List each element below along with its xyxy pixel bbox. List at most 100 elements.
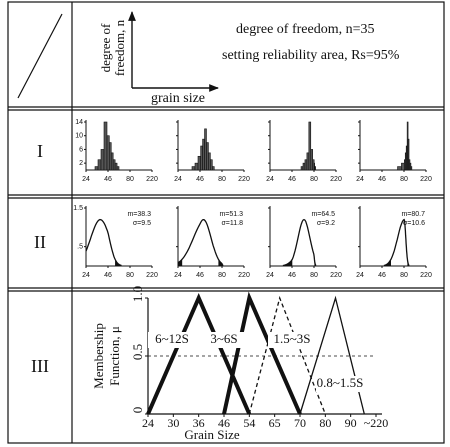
x-tick-label: 30 xyxy=(167,416,179,430)
x-tick-label: 24 xyxy=(356,272,364,279)
histogram-bar xyxy=(210,159,213,171)
distribution-curve xyxy=(383,218,410,267)
x-tick-label: 24 xyxy=(266,176,274,183)
tail-area xyxy=(383,259,392,266)
histogram-bar xyxy=(211,166,215,171)
histogram-bar xyxy=(308,121,312,171)
row-dividers xyxy=(8,106,444,292)
x-tick-label: 220 xyxy=(330,272,342,279)
axis xyxy=(85,120,152,171)
distribution-curve xyxy=(85,218,122,267)
y-tick-label: 6 xyxy=(79,146,83,153)
header-y-label: degree of xyxy=(98,23,113,72)
y-tick-label: 1.0 xyxy=(130,286,145,302)
histogram-bar xyxy=(103,121,108,171)
tail-area xyxy=(282,259,293,266)
series-label: 6~12S xyxy=(155,331,189,346)
x-tick-label: 46 xyxy=(288,176,296,183)
sd-label: σ=11.8 xyxy=(221,220,243,227)
histogram-bar xyxy=(100,149,105,171)
x-tick-label: 24 xyxy=(356,176,364,183)
x-tick-label: 80 xyxy=(310,272,318,279)
histogram-bar xyxy=(397,166,402,171)
sd-label: σ=9.5 xyxy=(133,220,151,227)
x-tick-label: 24 xyxy=(266,272,274,279)
table-border xyxy=(7,1,445,444)
mean-label: m=80.7 xyxy=(401,211,425,218)
sd-label: σ=10.6 xyxy=(403,220,425,227)
y-tick-label: 0.5 xyxy=(130,344,145,360)
membership-line xyxy=(248,295,326,415)
row-label: II xyxy=(34,232,46,252)
x-tick-label: 46 xyxy=(288,272,296,279)
y-tick-label: 2 xyxy=(79,160,83,167)
x-tick-label: 70 xyxy=(294,416,306,430)
x-tick-label: 220 xyxy=(146,176,158,183)
x-tick-label: 24 xyxy=(174,176,182,183)
histogram-bar xyxy=(97,159,102,171)
row-label: III xyxy=(31,356,49,376)
histogram-bar xyxy=(94,166,99,171)
histogram-bar xyxy=(116,166,120,171)
header-note: degree of freedom, n=35 xyxy=(236,22,375,37)
histogram-bar xyxy=(106,135,110,171)
label-bg xyxy=(200,332,248,348)
x-tick-label: 220 xyxy=(420,176,432,183)
x-tick-label: 80 xyxy=(319,416,331,430)
membership-line xyxy=(222,291,302,415)
x-tick-label: 80 xyxy=(218,272,226,279)
x-tick-label: 80 xyxy=(126,272,134,279)
y-tick-label: 0 xyxy=(130,407,145,414)
mean-label: m=51.3 xyxy=(219,211,243,218)
row-label: I xyxy=(37,141,43,161)
x-tick-label: 54 xyxy=(243,416,255,430)
label-bg xyxy=(268,332,316,348)
series-label: 3~6S xyxy=(210,331,237,346)
x-tick-label: 80 xyxy=(126,176,134,183)
y-tick-label: .5 xyxy=(77,244,83,251)
histogram-bar xyxy=(407,138,410,171)
mean-label: m=38.3 xyxy=(127,211,151,218)
series-label: 0.8~1.5S xyxy=(317,375,364,390)
distribution-curve xyxy=(282,218,317,267)
histogram-bar xyxy=(191,166,196,171)
x-tick-label: 46 xyxy=(196,272,204,279)
x-tick-label: 24 xyxy=(82,272,90,279)
x-tick-label: 220 xyxy=(146,272,158,279)
sd-label: σ=9.2 xyxy=(317,220,335,227)
label-bg xyxy=(316,376,364,392)
x-tick-label: 220 xyxy=(238,272,250,279)
histogram-bar xyxy=(197,155,201,171)
x-tick-label: ~220 xyxy=(364,416,389,430)
header-y-label: freedom, n xyxy=(112,19,127,76)
y-axis-label: Function, μ xyxy=(107,326,122,386)
diagonal xyxy=(17,13,63,99)
x-tick-label: 36 xyxy=(193,416,205,430)
histogram-bar xyxy=(401,162,405,171)
x-axis-label: Grain Size xyxy=(184,427,239,442)
x-tick-label: 80 xyxy=(400,176,408,183)
x-tick-label: 46 xyxy=(104,176,112,183)
x-tick-label: 80 xyxy=(310,176,318,183)
header-note: setting reliability area, Rs=95% xyxy=(222,48,400,63)
x-tick-label: 24 xyxy=(142,416,154,430)
x-tick-label: 80 xyxy=(400,272,408,279)
distribution-curve xyxy=(177,219,224,266)
x-tick-label: 46 xyxy=(104,272,112,279)
axis xyxy=(359,120,426,171)
x-tick-label: 46 xyxy=(378,176,386,183)
x-tick-label: 220 xyxy=(238,176,250,183)
y-tick-label: 10 xyxy=(75,133,83,140)
y-tick-label: 1.5 xyxy=(73,205,83,212)
y-tick-label: 14 xyxy=(75,119,83,126)
x-tick-label: 46 xyxy=(196,176,204,183)
x-tick-label: 65 xyxy=(269,416,281,430)
mean-label: m=64.5 xyxy=(311,211,335,218)
label-bg xyxy=(148,332,196,348)
x-tick-label: 220 xyxy=(420,272,432,279)
x-tick-label: 24 xyxy=(82,176,90,183)
membership-line xyxy=(299,295,365,415)
x-tick-label: 80 xyxy=(218,176,226,183)
y-axis-label: Membership xyxy=(91,323,106,389)
